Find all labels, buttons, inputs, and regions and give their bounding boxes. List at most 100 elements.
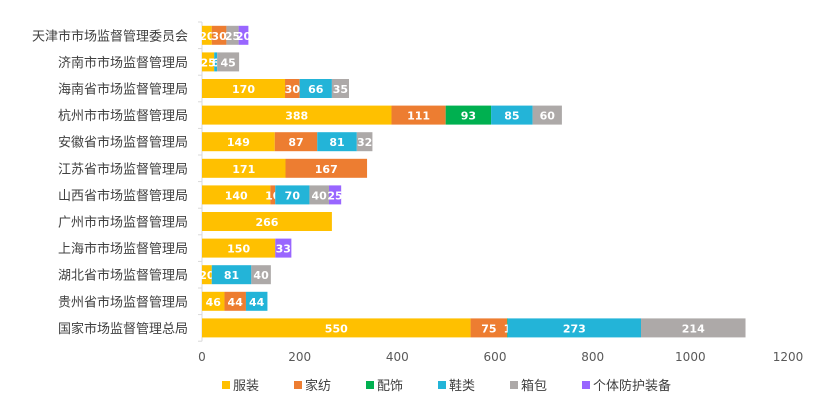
bar-segment [202,25,212,45]
bar-segment [331,79,349,98]
bar-segment [202,79,286,98]
data-label: 32 [357,136,372,149]
bar-segment [641,318,746,338]
bar-segment [391,105,446,125]
legend-label: 服装 [233,379,259,394]
data-label: 550 [325,322,348,335]
bar-segment [202,185,271,205]
bar-segment [274,132,318,152]
data-label: 140 [225,189,248,202]
data-label: 33 [276,243,291,256]
data-label: 46 [206,296,222,309]
bar-segment [238,25,249,45]
data-label: 266 [255,216,278,229]
y-tick-label: 天津市市场监督管理委员会 [32,28,188,44]
data-label: 81 [329,136,344,149]
bar-segment [226,25,239,45]
bar-segment [275,238,292,258]
bar-segment [217,52,240,72]
y-tick-label: 安徽省市场监督管理局 [58,135,188,151]
bar-segment [470,318,508,338]
bar-segment [251,265,271,285]
bar-segment [224,291,246,311]
bar-segment [202,238,276,258]
bar-segment [285,79,300,98]
y-tick-label: 贵州省市场监督管理局 [58,294,188,310]
bar-segment [245,291,268,311]
legend-swatch [510,381,518,389]
data-label: 75 [481,322,496,335]
data-label: 45 [220,56,235,69]
legend-swatch [438,381,446,389]
legend-label: 家纺 [305,378,331,394]
y-tick-label: 上海市市场监督管理局 [58,241,188,257]
legend-swatch [222,381,230,389]
bar-segment [328,185,342,205]
y-tick-label: 江苏省市场监督管理局 [58,161,188,177]
data-label: 60 [540,110,556,123]
data-label: 149 [227,136,250,149]
legend-label: 配饰 [377,379,403,394]
bar-segment [211,25,227,45]
data-label: 171 [232,163,255,176]
data-label: 30 [211,30,227,43]
data-label: 81 [224,269,239,282]
data-label: 25 [200,56,215,69]
legend-label: 箱包 [521,378,547,394]
data-label: 87 [288,136,303,149]
data-label: 1 [504,322,512,335]
bar-segment [356,132,373,152]
data-label: 70 [285,189,301,202]
y-tick-label: 广州市市场监督管理局 [58,215,188,231]
data-label: 93 [461,110,476,123]
x-tick-label: 1200 [773,350,804,364]
y-tick-label: 杭州市市场监督管理局 [58,108,188,124]
bar-segment [202,318,471,338]
y-tick-label: 济南市市场监督管理局 [58,55,188,71]
data-label: 273 [563,322,586,335]
bar-segment [299,79,332,98]
data-label: 25 [225,30,240,43]
bar-segment [445,105,492,125]
data-label: 35 [333,83,348,96]
data-label: 170 [232,83,255,96]
data-label: 40 [253,269,269,282]
bar-segment [270,185,276,205]
legend-swatch [294,381,302,389]
bar-segment [202,105,392,125]
bar-segment [507,318,642,338]
legend-swatch [366,381,374,389]
data-label: 388 [285,110,308,123]
bar-segment [317,132,357,152]
data-label: 44 [228,296,244,309]
x-tick-label: 200 [288,350,311,364]
data-label: 111 [407,110,430,123]
data-label: 25 [327,189,342,202]
bar-segment [309,185,329,205]
data-label: 6 [212,56,220,69]
bar-segment [202,132,275,152]
legend-label: 个体防护装备 [593,378,671,394]
data-label: 66 [308,83,324,96]
bar-segment [202,158,286,178]
bar-segment [507,318,509,338]
x-tick-label: 1000 [675,350,706,364]
bar-segment [532,105,562,125]
x-tick-label: 400 [386,350,409,364]
bar-segment [211,265,252,285]
bar-segment [202,291,225,311]
bar-segment [214,52,218,72]
x-tick-label: 0 [198,350,206,364]
data-label: 30 [285,83,301,96]
bar-segment [202,212,332,231]
y-tick-label: 山西省市场监督管理局 [58,188,188,204]
bar-segment [275,185,310,205]
y-tick-label: 国家市场监督管理总局 [58,321,188,337]
legend-label: 鞋类 [449,378,475,394]
legend-swatch [582,381,590,389]
bar-segment [202,52,215,72]
data-label: 85 [504,110,519,123]
data-label: 150 [227,243,250,256]
data-label: 20 [199,269,215,282]
x-tick-label: 800 [581,350,604,364]
